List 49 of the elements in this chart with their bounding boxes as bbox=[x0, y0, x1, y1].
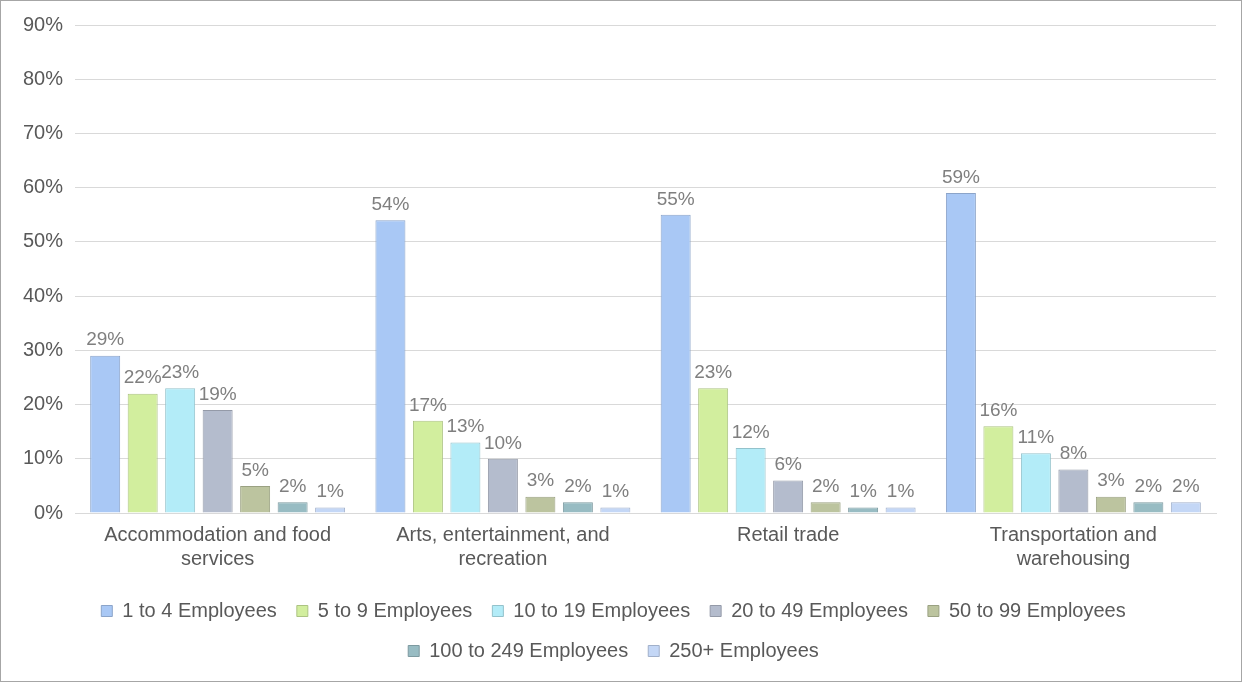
data-label: 8% bbox=[1059, 442, 1088, 464]
y-tick-label: 30% bbox=[23, 337, 64, 360]
data-label: 22% bbox=[123, 366, 162, 388]
data-label: 1% bbox=[886, 480, 915, 502]
legend-label: 1 to 4 Employees bbox=[122, 598, 277, 621]
y-tick-label: 20% bbox=[23, 392, 64, 415]
data-label: 12% bbox=[731, 420, 770, 442]
data-label: 6% bbox=[774, 453, 802, 475]
data-label: 55% bbox=[656, 187, 695, 209]
data-label: 59% bbox=[941, 165, 981, 187]
legend-label: 100 to 249 Employees bbox=[429, 638, 629, 661]
x-tick-label: Transportation and warehousing bbox=[989, 522, 1157, 569]
data-label: 1% bbox=[316, 480, 344, 502]
y-tick-label: 90% bbox=[23, 12, 64, 35]
legend-label: 20 to 49 Employees bbox=[731, 598, 908, 621]
data-label: 13% bbox=[446, 415, 485, 437]
data-label: 16% bbox=[979, 398, 1018, 420]
y-tick-label: 60% bbox=[23, 175, 64, 198]
legend-label: 250+ Employees bbox=[669, 638, 819, 661]
data-label: 23% bbox=[161, 361, 200, 383]
data-label: 1% bbox=[601, 480, 630, 502]
y-tick-label: 50% bbox=[23, 229, 64, 252]
data-label: 2% bbox=[1134, 474, 1163, 496]
data-label: 2% bbox=[564, 474, 592, 496]
data-label: 23% bbox=[694, 361, 733, 383]
data-label: 10% bbox=[483, 431, 523, 453]
data-label: 29% bbox=[86, 328, 125, 350]
x-tick-label: Accommodation and food services bbox=[104, 522, 332, 569]
y-tick-label: 0% bbox=[34, 500, 64, 523]
data-label: 3% bbox=[526, 469, 555, 491]
data-label: 2% bbox=[811, 474, 840, 496]
data-label: 2% bbox=[278, 474, 307, 496]
y-tick-label: 80% bbox=[23, 66, 64, 89]
x-tick-label: Arts, entertainment, and recreation bbox=[396, 522, 610, 569]
legend-label: 5 to 9 Employees bbox=[317, 598, 473, 621]
data-label: 3% bbox=[1097, 469, 1125, 491]
y-tick-label: 10% bbox=[23, 446, 64, 469]
data-label: 5% bbox=[241, 458, 269, 480]
data-label: 1% bbox=[849, 480, 877, 502]
data-label: 11% bbox=[1017, 426, 1055, 448]
data-label: 19% bbox=[198, 382, 237, 404]
data-label: 17% bbox=[408, 393, 448, 415]
y-tick-label: 70% bbox=[23, 120, 64, 143]
legend-label: 10 to 19 Employees bbox=[513, 598, 691, 621]
y-tick-label: 40% bbox=[23, 283, 64, 306]
legend-label: 50 to 99 Employees bbox=[948, 598, 1126, 621]
data-label: 2% bbox=[1172, 474, 1200, 496]
data-label: 54% bbox=[371, 192, 410, 214]
x-tick-label: Retail trade bbox=[737, 522, 840, 545]
